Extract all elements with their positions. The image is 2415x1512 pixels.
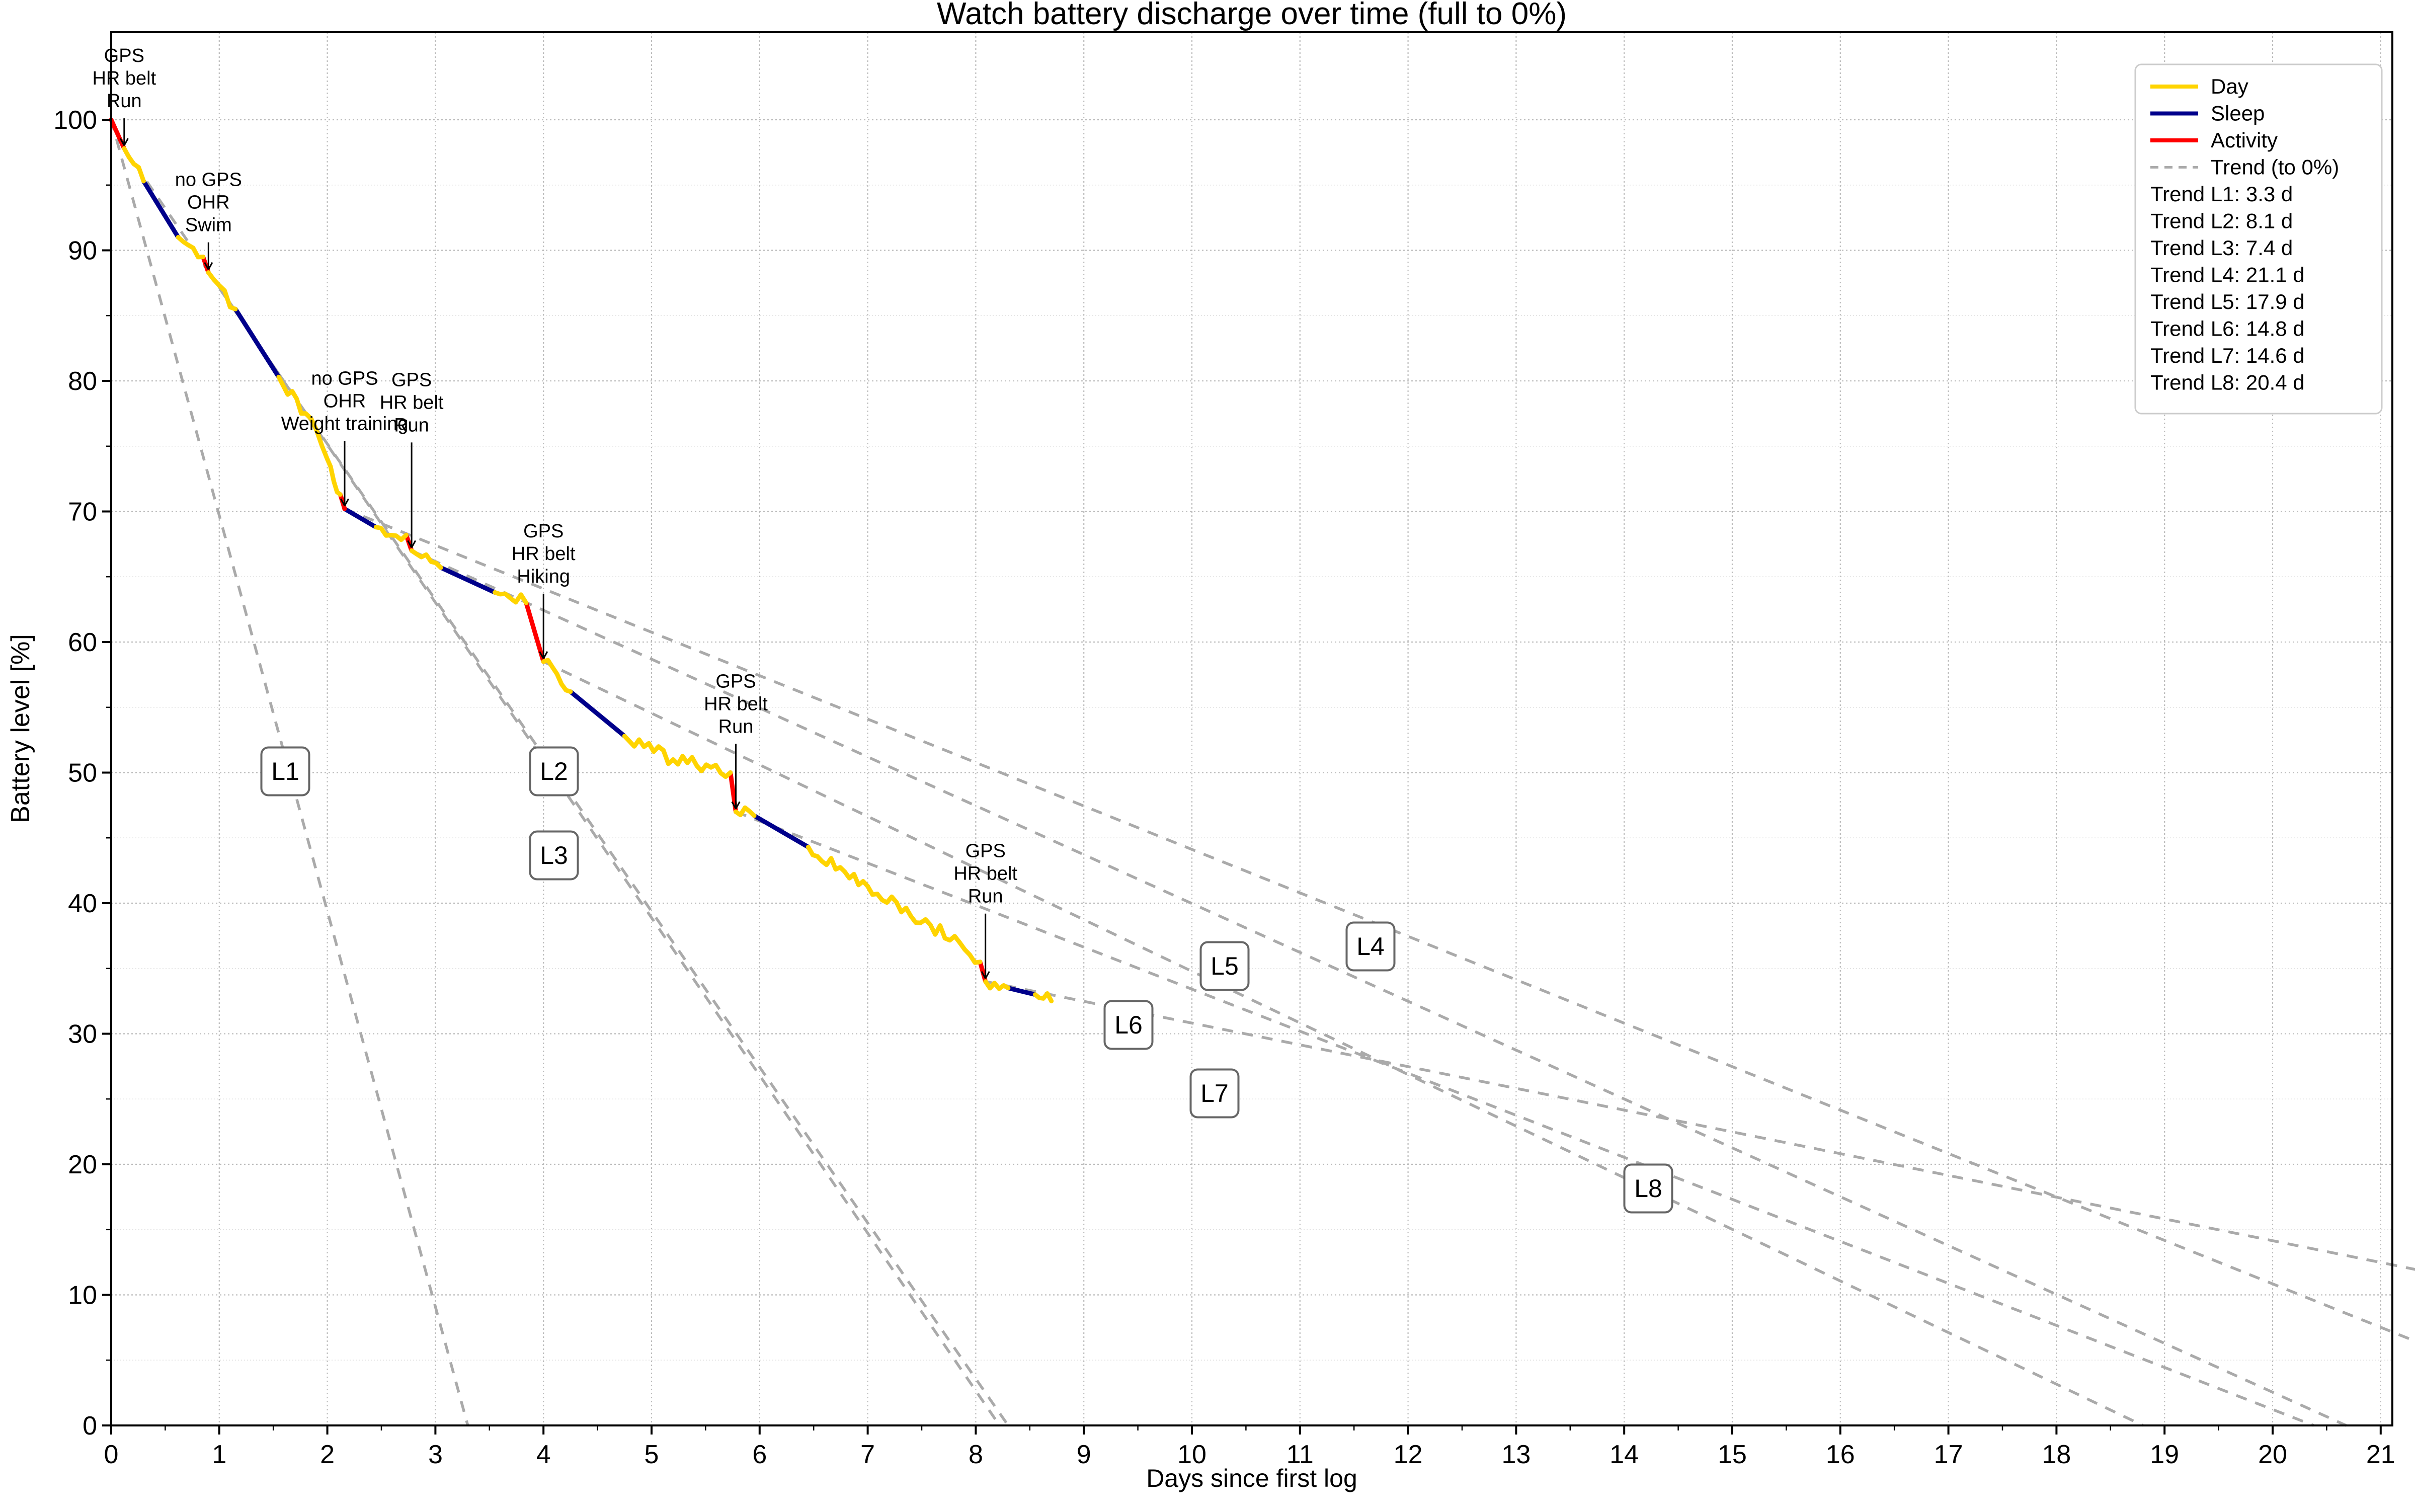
svg-text:2: 2 [320, 1440, 335, 1469]
svg-text:Days since first log: Days since first log [1146, 1464, 1357, 1492]
svg-text:13: 13 [1501, 1440, 1531, 1469]
svg-text:9: 9 [1077, 1440, 1091, 1469]
svg-text:Run: Run [968, 886, 1003, 907]
svg-text:HR belt: HR belt [953, 863, 1017, 885]
svg-text:L5: L5 [1211, 952, 1239, 980]
svg-text:GPS: GPS [715, 671, 756, 692]
svg-text:8: 8 [969, 1440, 983, 1469]
svg-text:15: 15 [1718, 1440, 1747, 1469]
svg-text:HR belt: HR belt [92, 68, 156, 89]
svg-text:Trend L5: 17.9 d: Trend L5: 17.9 d [2150, 290, 2305, 313]
svg-text:16: 16 [1826, 1440, 1855, 1469]
svg-text:0: 0 [83, 1411, 97, 1441]
svg-text:HR belt: HR belt [512, 543, 576, 565]
svg-text:3: 3 [428, 1440, 443, 1469]
svg-text:60: 60 [68, 628, 97, 657]
svg-text:21: 21 [2366, 1440, 2395, 1469]
svg-text:OHR: OHR [324, 390, 366, 412]
svg-text:0: 0 [104, 1440, 119, 1469]
svg-text:Run: Run [107, 91, 142, 112]
svg-text:Sleep: Sleep [2211, 102, 2265, 125]
svg-text:GPS: GPS [523, 521, 564, 542]
svg-text:14: 14 [1609, 1440, 1639, 1469]
svg-text:L2: L2 [540, 757, 568, 785]
svg-text:HR belt: HR belt [704, 693, 768, 714]
svg-text:17: 17 [1934, 1440, 1963, 1469]
svg-text:4: 4 [536, 1440, 551, 1469]
svg-text:GPS: GPS [391, 369, 432, 390]
svg-text:Trend L8: 20.4 d: Trend L8: 20.4 d [2150, 371, 2305, 394]
svg-text:Trend L6: 14.8 d: Trend L6: 14.8 d [2150, 317, 2305, 341]
svg-text:L6: L6 [1114, 1011, 1143, 1039]
svg-text:30: 30 [68, 1020, 97, 1049]
svg-text:18: 18 [2042, 1440, 2071, 1469]
svg-text:Watch battery discharge over t: Watch battery discharge over time (full … [937, 0, 1567, 31]
svg-text:90: 90 [68, 236, 97, 266]
svg-text:no GPS: no GPS [175, 170, 242, 191]
svg-text:Trend L2: 8.1 d: Trend L2: 8.1 d [2150, 209, 2293, 233]
svg-text:10: 10 [68, 1281, 97, 1310]
svg-text:OHR: OHR [187, 192, 229, 213]
svg-text:7: 7 [860, 1440, 875, 1469]
svg-text:GPS: GPS [965, 841, 1006, 862]
svg-text:50: 50 [68, 759, 97, 788]
svg-text:5: 5 [645, 1440, 659, 1469]
svg-text:Trend L7: 14.6 d: Trend L7: 14.6 d [2150, 344, 2305, 367]
svg-text:Day: Day [2211, 74, 2248, 98]
svg-text:L3: L3 [540, 841, 568, 869]
svg-text:Swim: Swim [185, 215, 232, 236]
svg-text:Trend L3: 7.4 d: Trend L3: 7.4 d [2150, 236, 2293, 260]
svg-text:L1: L1 [271, 757, 299, 785]
svg-text:80: 80 [68, 367, 97, 396]
svg-text:HR belt: HR belt [380, 392, 444, 413]
svg-text:L8: L8 [1634, 1174, 1662, 1203]
svg-text:1: 1 [212, 1440, 226, 1469]
svg-text:20: 20 [68, 1150, 97, 1179]
svg-text:100: 100 [53, 106, 97, 135]
svg-text:Trend L1: 3.3 d: Trend L1: 3.3 d [2150, 182, 2293, 206]
svg-text:12: 12 [1394, 1440, 1423, 1469]
svg-text:Weight training: Weight training [281, 413, 409, 434]
svg-text:Run: Run [718, 716, 754, 737]
svg-text:GPS: GPS [104, 45, 144, 66]
svg-text:6: 6 [752, 1440, 767, 1469]
svg-text:19: 19 [2150, 1440, 2179, 1469]
svg-text:L7: L7 [1200, 1079, 1229, 1107]
svg-text:40: 40 [68, 889, 97, 918]
svg-text:Hiking: Hiking [517, 566, 570, 587]
svg-text:L4: L4 [1356, 932, 1385, 961]
svg-text:no GPS: no GPS [311, 368, 378, 389]
svg-text:70: 70 [68, 498, 97, 527]
svg-text:Run: Run [394, 415, 429, 436]
svg-text:Trend L4: 21.1 d: Trend L4: 21.1 d [2150, 263, 2305, 287]
svg-text:20: 20 [2258, 1440, 2287, 1469]
svg-text:Activity: Activity [2211, 128, 2278, 152]
svg-text:Trend (to 0%): Trend (to 0%) [2211, 155, 2339, 179]
svg-text:Battery level [%]: Battery level [%] [6, 634, 35, 823]
